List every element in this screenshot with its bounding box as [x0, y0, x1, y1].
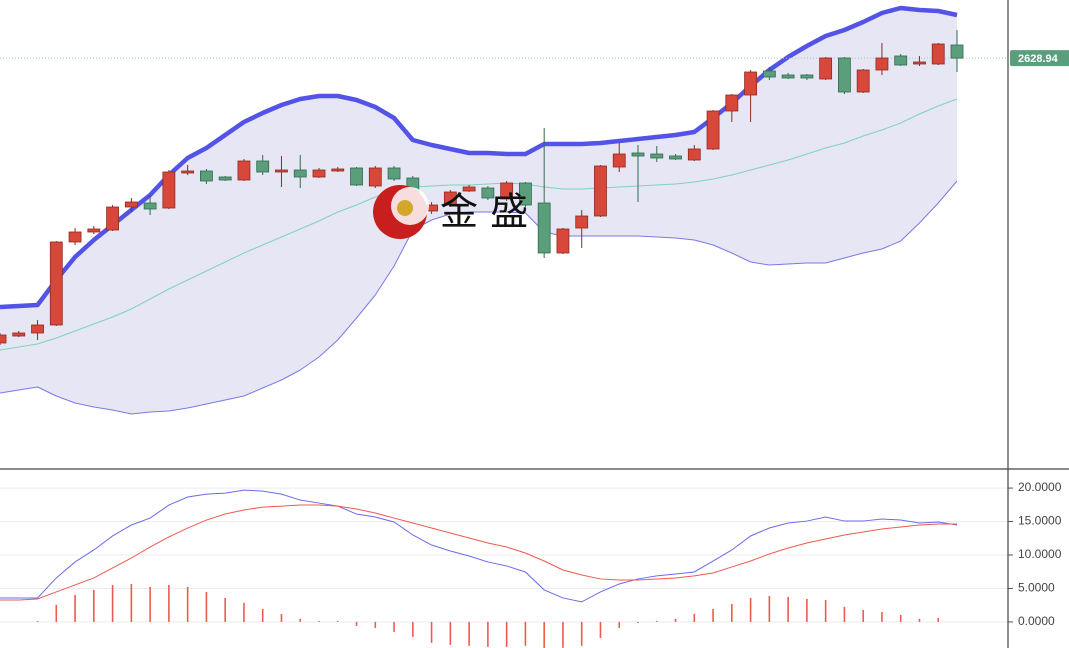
candle-body [875, 57, 889, 71]
candle-body [519, 182, 532, 206]
candle-body [143, 202, 157, 210]
bollinger-line [0, 180, 958, 415]
candle-body [106, 206, 119, 231]
candle-body [556, 228, 570, 254]
y-tick-label: 0.0000 [1018, 614, 1055, 628]
logo-dot [397, 200, 413, 216]
candle-body [800, 74, 814, 79]
candle-body [462, 186, 476, 192]
macd-line [0, 489, 958, 603]
candle-body [744, 71, 757, 96]
candle-body [819, 57, 833, 80]
candle-body [0, 334, 7, 344]
candle-body [256, 160, 270, 173]
candle-body [781, 74, 795, 79]
y-tick-label: 5.0000 [1018, 581, 1055, 595]
candle-body [537, 202, 551, 254]
candle-body [162, 171, 176, 209]
candle-body [12, 332, 26, 337]
candle-body [312, 169, 326, 178]
candle-body [237, 160, 251, 181]
candle-body [481, 187, 495, 199]
candle-body [500, 182, 514, 200]
last-price-label: 2628.94 [1018, 53, 1059, 65]
candle-body [762, 70, 776, 78]
candle-body [725, 94, 739, 112]
y-tick-label: 10.0000 [1018, 547, 1062, 561]
candle-body [218, 176, 232, 181]
last-price-box [1010, 50, 1069, 67]
candle-body [631, 152, 645, 157]
y-tick-label: 20.0000 [1018, 480, 1062, 494]
candle-body [124, 201, 138, 208]
candle-body [68, 231, 82, 243]
candle-body [275, 169, 288, 173]
candle-body [49, 241, 63, 326]
candle-body [913, 61, 926, 65]
candle-body [575, 215, 589, 229]
candle-body [894, 55, 908, 66]
candle-body [612, 153, 626, 168]
candle-body [31, 324, 44, 334]
candle-body [293, 169, 307, 178]
candle-body [856, 69, 870, 93]
candle-body [387, 167, 401, 180]
watermark-text: 金 盛 [440, 190, 528, 234]
candle-body [350, 167, 363, 186]
bollinger-band-fill [0, 8, 957, 414]
macd-line [0, 504, 957, 601]
candle-body [443, 191, 457, 206]
candle-body [687, 148, 701, 161]
candle-body [706, 110, 720, 150]
candle-body [87, 228, 101, 233]
bollinger-line [0, 5, 958, 310]
candle-body [931, 43, 945, 65]
candle-body [181, 170, 195, 174]
candle-body [669, 155, 682, 160]
candle-body [950, 44, 964, 59]
candle-body [594, 165, 607, 217]
candle-body [200, 170, 213, 182]
bollinger-line [0, 98, 958, 351]
candle-body [368, 167, 382, 187]
candle-body [838, 57, 851, 93]
watermark: 金 盛 [373, 185, 528, 239]
y-tick-label: 15.0000 [1018, 514, 1062, 528]
candle-body [331, 168, 345, 172]
candle-body [650, 153, 664, 159]
